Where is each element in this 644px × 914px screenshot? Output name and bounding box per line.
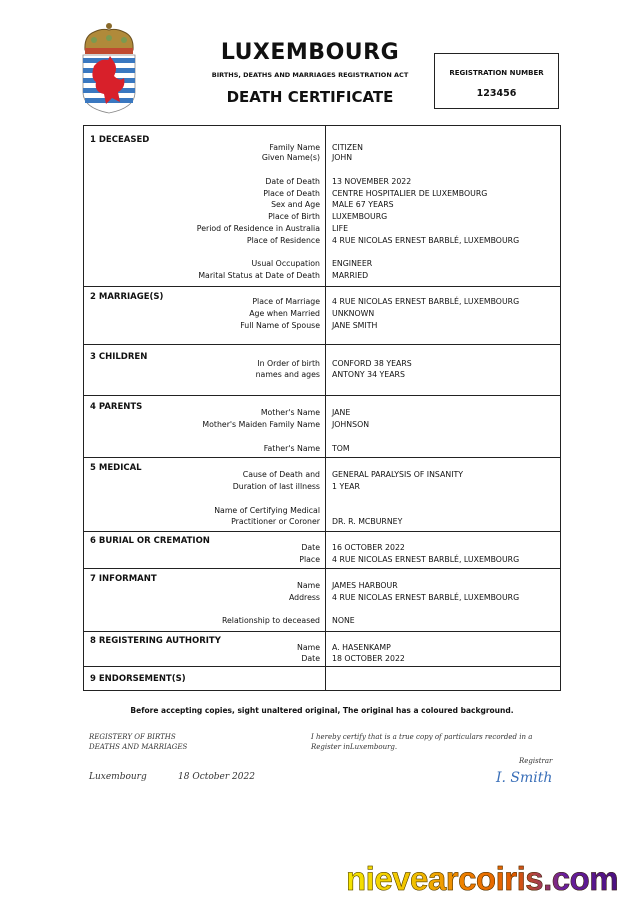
field-label: Place of Birth (268, 212, 320, 221)
field-value: 18 OCTOBER 2022 (332, 654, 405, 663)
section-divider (84, 666, 560, 667)
field-value: ANTONY 34 YEARS (332, 370, 405, 379)
coat-of-arms-icon (82, 23, 136, 114)
certify-line-1: I hereby certify that is a true copy of … (311, 733, 533, 741)
field-label: Age when Married (249, 309, 320, 318)
field-value: JAMES HARBOUR (332, 581, 398, 590)
document-title: DEATH CERTIFICATE (226, 88, 394, 106)
field-value: 1 YEAR (332, 482, 360, 491)
field-label: Mother's Name (260, 408, 320, 417)
field-value: TOM (332, 444, 350, 453)
field-label: Name of Certifying Medical (214, 506, 320, 515)
certificate-table: 1 DECEASED Family Name CITIZEN Given Name(s… (83, 125, 561, 691)
registration-label: REGISTRATION NUMBER (449, 69, 544, 77)
field-label: Cause of Death and (242, 470, 320, 479)
field-label: Full Name of Spouse (240, 321, 320, 330)
field-label: Name (296, 643, 320, 652)
section-title: 4 PARENTS (90, 402, 143, 412)
registration-number-box: REGISTRATION NUMBER 123456 (434, 53, 559, 109)
field-label: Father's Name (263, 444, 320, 453)
column-divider (325, 126, 326, 690)
field-label: Address (288, 593, 320, 602)
registrar-signature: I. Smith (496, 770, 553, 786)
field-value: NONE (332, 616, 355, 625)
field-value: 4 RUE NICOLAS ERNEST BARBLÉ, LUXEMBOURG (332, 297, 520, 306)
field-label: Given Name(s) (261, 153, 320, 162)
field-value: JANE (332, 408, 351, 417)
field-label: In Order of birth (257, 359, 320, 368)
registry-line-2: DEATHS AND MARRIAGES (89, 743, 188, 751)
field-value: MARRIED (332, 271, 369, 280)
section-title: 5 MEDICAL (90, 463, 142, 473)
field-value: 4 RUE NICOLAS ERNEST BARBLÉ, LUXEMBOURG (332, 593, 520, 602)
issue-place: Luxembourg (89, 772, 147, 782)
section-divider (84, 395, 560, 396)
field-value: JANE SMITH (332, 321, 378, 330)
section-divider (84, 568, 560, 569)
field-value: CENTRE HOSPITALIER DE LUXEMBOURG (332, 189, 488, 198)
field-value: UNKNOWN (332, 309, 375, 318)
section-title: 8 REGISTERING AUTHORITY (90, 636, 221, 646)
section-title: 3 CHILDREN (90, 352, 148, 362)
field-label: Sex and Age (271, 200, 320, 209)
field-label: Practitioner or Coroner (231, 517, 320, 526)
field-value: 4 RUE NICOLAS ERNEST BARBLÉ, LUXEMBOURG (332, 555, 520, 564)
field-value: JOHNSON (332, 420, 370, 429)
field-value: JOHN (332, 153, 353, 162)
field-label: Usual Occupation (251, 259, 320, 268)
field-value: CITIZEN (332, 143, 363, 152)
field-label: Marital Status at Date of Death (198, 271, 320, 280)
field-value: 4 RUE NICOLAS ERNEST BARBLÉ, LUXEMBOURG (332, 236, 520, 245)
registry-line-1: REGISTERY OF BIRTHS (89, 733, 176, 741)
watermark-logo: nievearcoiris.com (346, 860, 619, 898)
field-label: Place of Death (263, 189, 320, 198)
field-value: DR. R. MCBURNEY (332, 517, 403, 526)
field-value: LUXEMBOURG (332, 212, 388, 221)
field-label: Date (301, 654, 320, 663)
field-value: 16 OCTOBER 2022 (332, 543, 405, 552)
field-value: A. HASENKAMP (332, 643, 391, 652)
field-value: LIFE (332, 224, 349, 233)
field-value: ENGINEER (332, 259, 373, 268)
section-title: 9 ENDORSEMENT(S) (90, 674, 186, 684)
section-divider (84, 286, 560, 287)
field-label: Name (296, 581, 320, 590)
field-label: Place of Marriage (252, 297, 320, 306)
field-label: names and ages (255, 370, 320, 379)
field-value: CONFORD 38 YEARS (332, 359, 412, 368)
field-label: Duration of last illness (232, 482, 320, 491)
registrar-label: Registrar (519, 757, 553, 765)
field-label: Date (301, 543, 320, 552)
section-title: 6 BURIAL OR CREMATION (90, 536, 210, 546)
issue-date: 18 October 2022 (178, 772, 255, 782)
field-label: Family Name (269, 143, 320, 152)
copy-notice: Before accepting copies, sight unaltered… (130, 706, 514, 715)
act-subtitle: BIRTHS, DEATHS AND MARRIAGES REGISTRATIO… (211, 71, 409, 79)
section-divider (84, 631, 560, 632)
field-label: Relationship to deceased (221, 616, 320, 625)
field-label: Place (299, 555, 320, 564)
field-value: 13 NOVEMBER 2022 (332, 177, 412, 186)
field-label: Place of Residence (246, 236, 320, 245)
section-divider (84, 457, 560, 458)
field-label: Date of Death (265, 177, 320, 186)
certify-line-2: Register inLuxembourg. (311, 743, 398, 751)
section-title: 2 MARRIAGE(S) (90, 292, 164, 302)
section-title: 7 INFORMANT (90, 574, 157, 584)
section-divider (84, 531, 560, 532)
field-label: Period of Residence in Australia (196, 224, 320, 233)
section-title: 1 DECEASED (90, 135, 150, 145)
field-label: Mother's Maiden Family Name (202, 420, 320, 429)
field-value: MALE 67 YEARS (332, 200, 394, 209)
registration-number: 123456 (476, 88, 517, 99)
country-title: LUXEMBOURG (220, 40, 400, 65)
field-value: GENERAL PARALYSIS OF INSANITY (332, 470, 464, 479)
section-divider (84, 344, 560, 345)
